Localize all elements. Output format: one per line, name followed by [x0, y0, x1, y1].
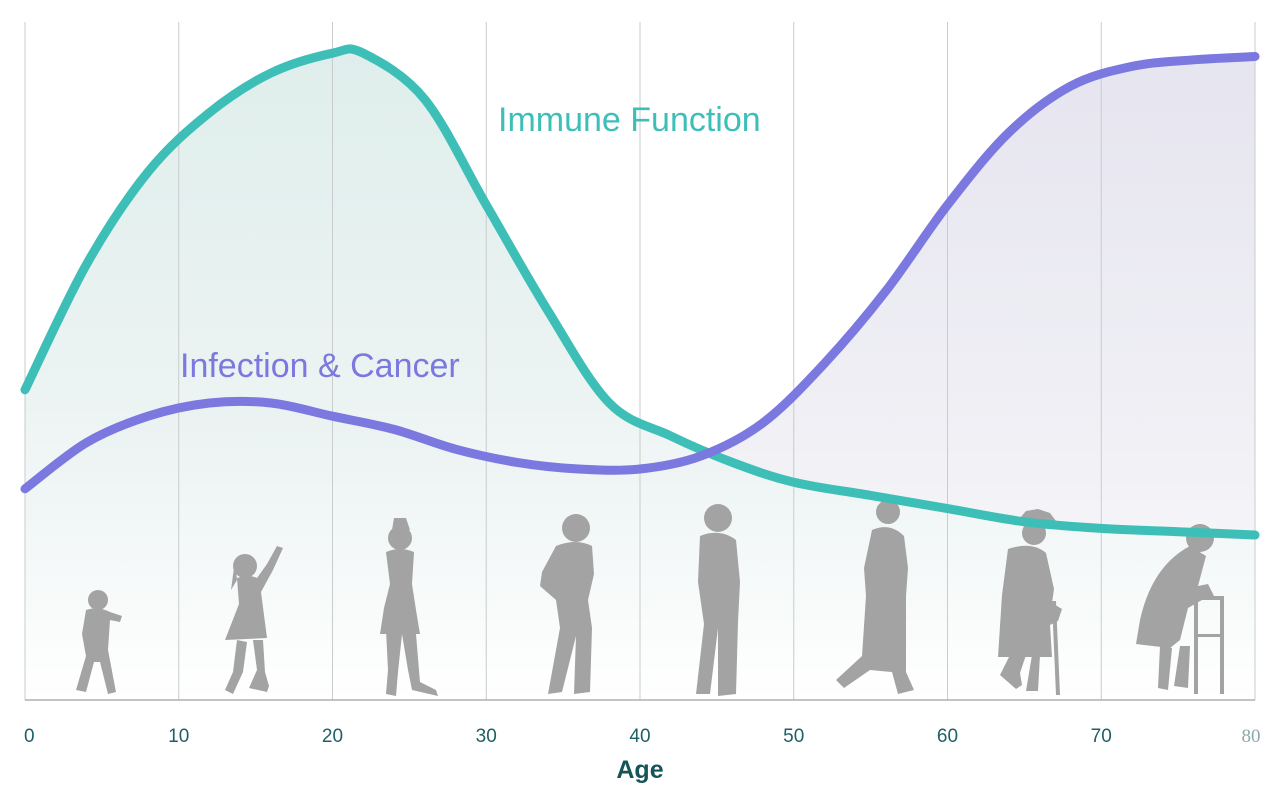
x-tick-label: 30	[476, 726, 497, 747]
x-tick-labels: 0 10 20 30 40 50 60 70 80	[24, 726, 1261, 747]
series-line-infection-cancer	[20, 52, 1260, 494]
x-tick-label: 80	[1242, 726, 1261, 747]
adult-silhouette	[540, 514, 594, 694]
toddler-silhouette	[76, 590, 122, 694]
x-tick-label: 70	[1091, 726, 1112, 747]
x-tick-label: 0	[24, 726, 35, 747]
x-tick-label: 40	[629, 726, 650, 747]
x-tick-label: 50	[783, 726, 804, 747]
x-tick-label: 60	[937, 726, 958, 747]
immune-function-label: Immune Function	[498, 101, 761, 139]
teen-silhouette	[380, 518, 438, 696]
x-tick-label: 20	[322, 726, 343, 747]
middle-aged-silhouette	[696, 504, 740, 696]
x-tick-label: 10	[168, 726, 189, 747]
infection-cancer-label: Infection & Cancer	[180, 347, 460, 385]
x-axis-title: Age	[616, 756, 663, 784]
line-layer	[20, 44, 1260, 540]
child-silhouette	[225, 546, 283, 694]
series-line-immune-function	[20, 44, 1260, 540]
